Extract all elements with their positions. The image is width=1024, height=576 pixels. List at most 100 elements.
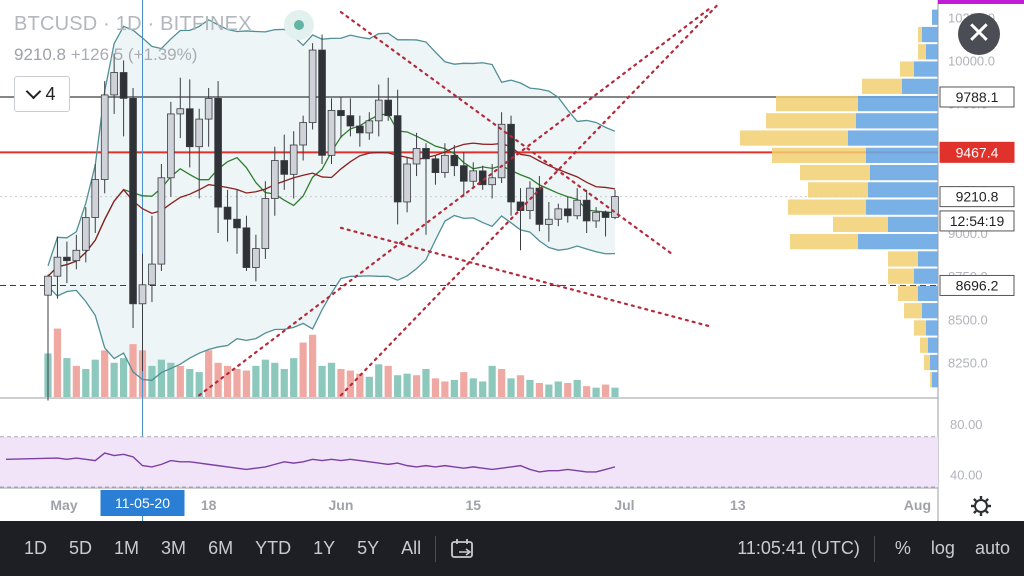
time-axis-label: 13 (730, 497, 746, 513)
volume-profile-bar (920, 337, 928, 353)
volume-profile-bar (870, 164, 938, 181)
volume-bar (214, 362, 222, 397)
timeframe-1y[interactable]: 1Y (313, 538, 336, 558)
timeframe-5d[interactable]: 5D (69, 538, 93, 558)
rsi-band-fill (0, 436, 938, 487)
candle (233, 218, 241, 229)
indicator-count: 4 (45, 83, 56, 104)
volume-profile-bar (790, 234, 858, 250)
auto-scale-toggle[interactable]: auto (974, 538, 1010, 558)
volume-bar (516, 375, 525, 397)
volume-bar (72, 365, 80, 397)
candle (242, 227, 251, 268)
volume-profile-bar (932, 9, 938, 25)
volume-bar (318, 365, 326, 397)
time-axis-label: Jun (329, 497, 354, 513)
candle (44, 275, 52, 296)
candle (516, 201, 525, 211)
candle (167, 113, 175, 179)
volume-profile-bar (904, 303, 922, 319)
candle (459, 165, 468, 182)
trendline (198, 7, 711, 397)
indicators-toggle-button[interactable]: 4 (14, 76, 70, 112)
toolbar-divider (873, 535, 875, 562)
volume-bar (327, 362, 336, 397)
volume-profile-bar (776, 95, 858, 112)
candle (214, 97, 222, 208)
candle (497, 123, 506, 179)
volume-bar (242, 370, 251, 397)
candle (53, 256, 62, 277)
volume-bar (526, 379, 534, 397)
trendline (339, 10, 673, 255)
volume-bar (195, 372, 203, 397)
volume-profile-bar (772, 147, 866, 163)
volume-bar (469, 378, 477, 397)
log-scale-toggle[interactable]: log (930, 538, 955, 558)
volume-bar (507, 378, 515, 397)
candle (261, 198, 270, 249)
candle (545, 218, 553, 225)
settings-icon[interactable] (971, 496, 991, 516)
candle (280, 160, 289, 175)
date-range-icon[interactable] (450, 538, 476, 560)
timeframe-5y[interactable]: 5Y (357, 538, 380, 558)
price-badge-label: 9210.8 (956, 189, 999, 205)
volume-bar (554, 381, 562, 397)
volume-bar (394, 375, 402, 397)
volume-bar (450, 379, 458, 397)
close-button[interactable]: ✕ (958, 13, 1000, 55)
candle (611, 196, 619, 218)
last-price: 9210.8 (14, 45, 66, 64)
timeframe-6m[interactable]: 6M (208, 538, 234, 558)
candle (592, 211, 600, 222)
volume-bar (299, 342, 307, 397)
volume-bar (592, 387, 600, 397)
trendline (339, 226, 711, 328)
candle (337, 110, 345, 117)
volume-profile-bar (900, 61, 914, 77)
volume-profile-bar (862, 78, 902, 94)
timeframe-1d[interactable]: 1D (24, 538, 48, 558)
candle (223, 206, 232, 220)
volume-bar (53, 328, 62, 397)
volume-profile-bar (914, 61, 938, 77)
volume-bar (110, 362, 118, 397)
percent-scale-toggle[interactable]: % (894, 538, 911, 558)
volume-profile-bar (788, 199, 866, 215)
candle (318, 49, 326, 156)
candle (129, 97, 137, 305)
volume-profile-bar (808, 182, 868, 198)
timeframe-1m[interactable]: 1M (114, 538, 140, 558)
price-badge (939, 186, 1015, 208)
candle (138, 284, 147, 305)
volume-bar (91, 359, 99, 397)
volume-bar (601, 384, 610, 397)
candle (185, 108, 194, 148)
time-axis-label: 15 (465, 497, 481, 513)
timeframe-3m[interactable]: 3M (161, 538, 187, 558)
utc-clock[interactable]: 11:05:41 (UTC) (737, 538, 860, 558)
price-chart[interactable]: 8250.08500.08750.09000.09250.09500.09750… (0, 0, 1024, 521)
bollinger-upper (47, 19, 616, 267)
symbol-title: BTCUSD · 1D · BITFINEX (14, 13, 252, 35)
timeframe-ytd[interactable]: YTD (255, 538, 292, 558)
candle (384, 99, 392, 117)
volume-bar (82, 369, 90, 397)
volume-bar (384, 365, 392, 397)
volume-bar (280, 369, 288, 397)
volume-bar (583, 386, 591, 397)
candle (412, 148, 421, 165)
candle (270, 160, 279, 199)
close-icon: ✕ (966, 17, 992, 50)
volume-profile-bar (914, 320, 926, 336)
timeframe-all[interactable]: All (401, 538, 422, 558)
volume-profile-bar (918, 44, 926, 60)
price-badge-label: 9467.4 (956, 144, 999, 160)
volume-bar (375, 364, 383, 397)
volume-bar (148, 365, 156, 397)
trendline (339, 2, 721, 397)
volume-bar (167, 362, 175, 397)
candle (299, 122, 307, 146)
volume-profile-bar (856, 113, 938, 129)
